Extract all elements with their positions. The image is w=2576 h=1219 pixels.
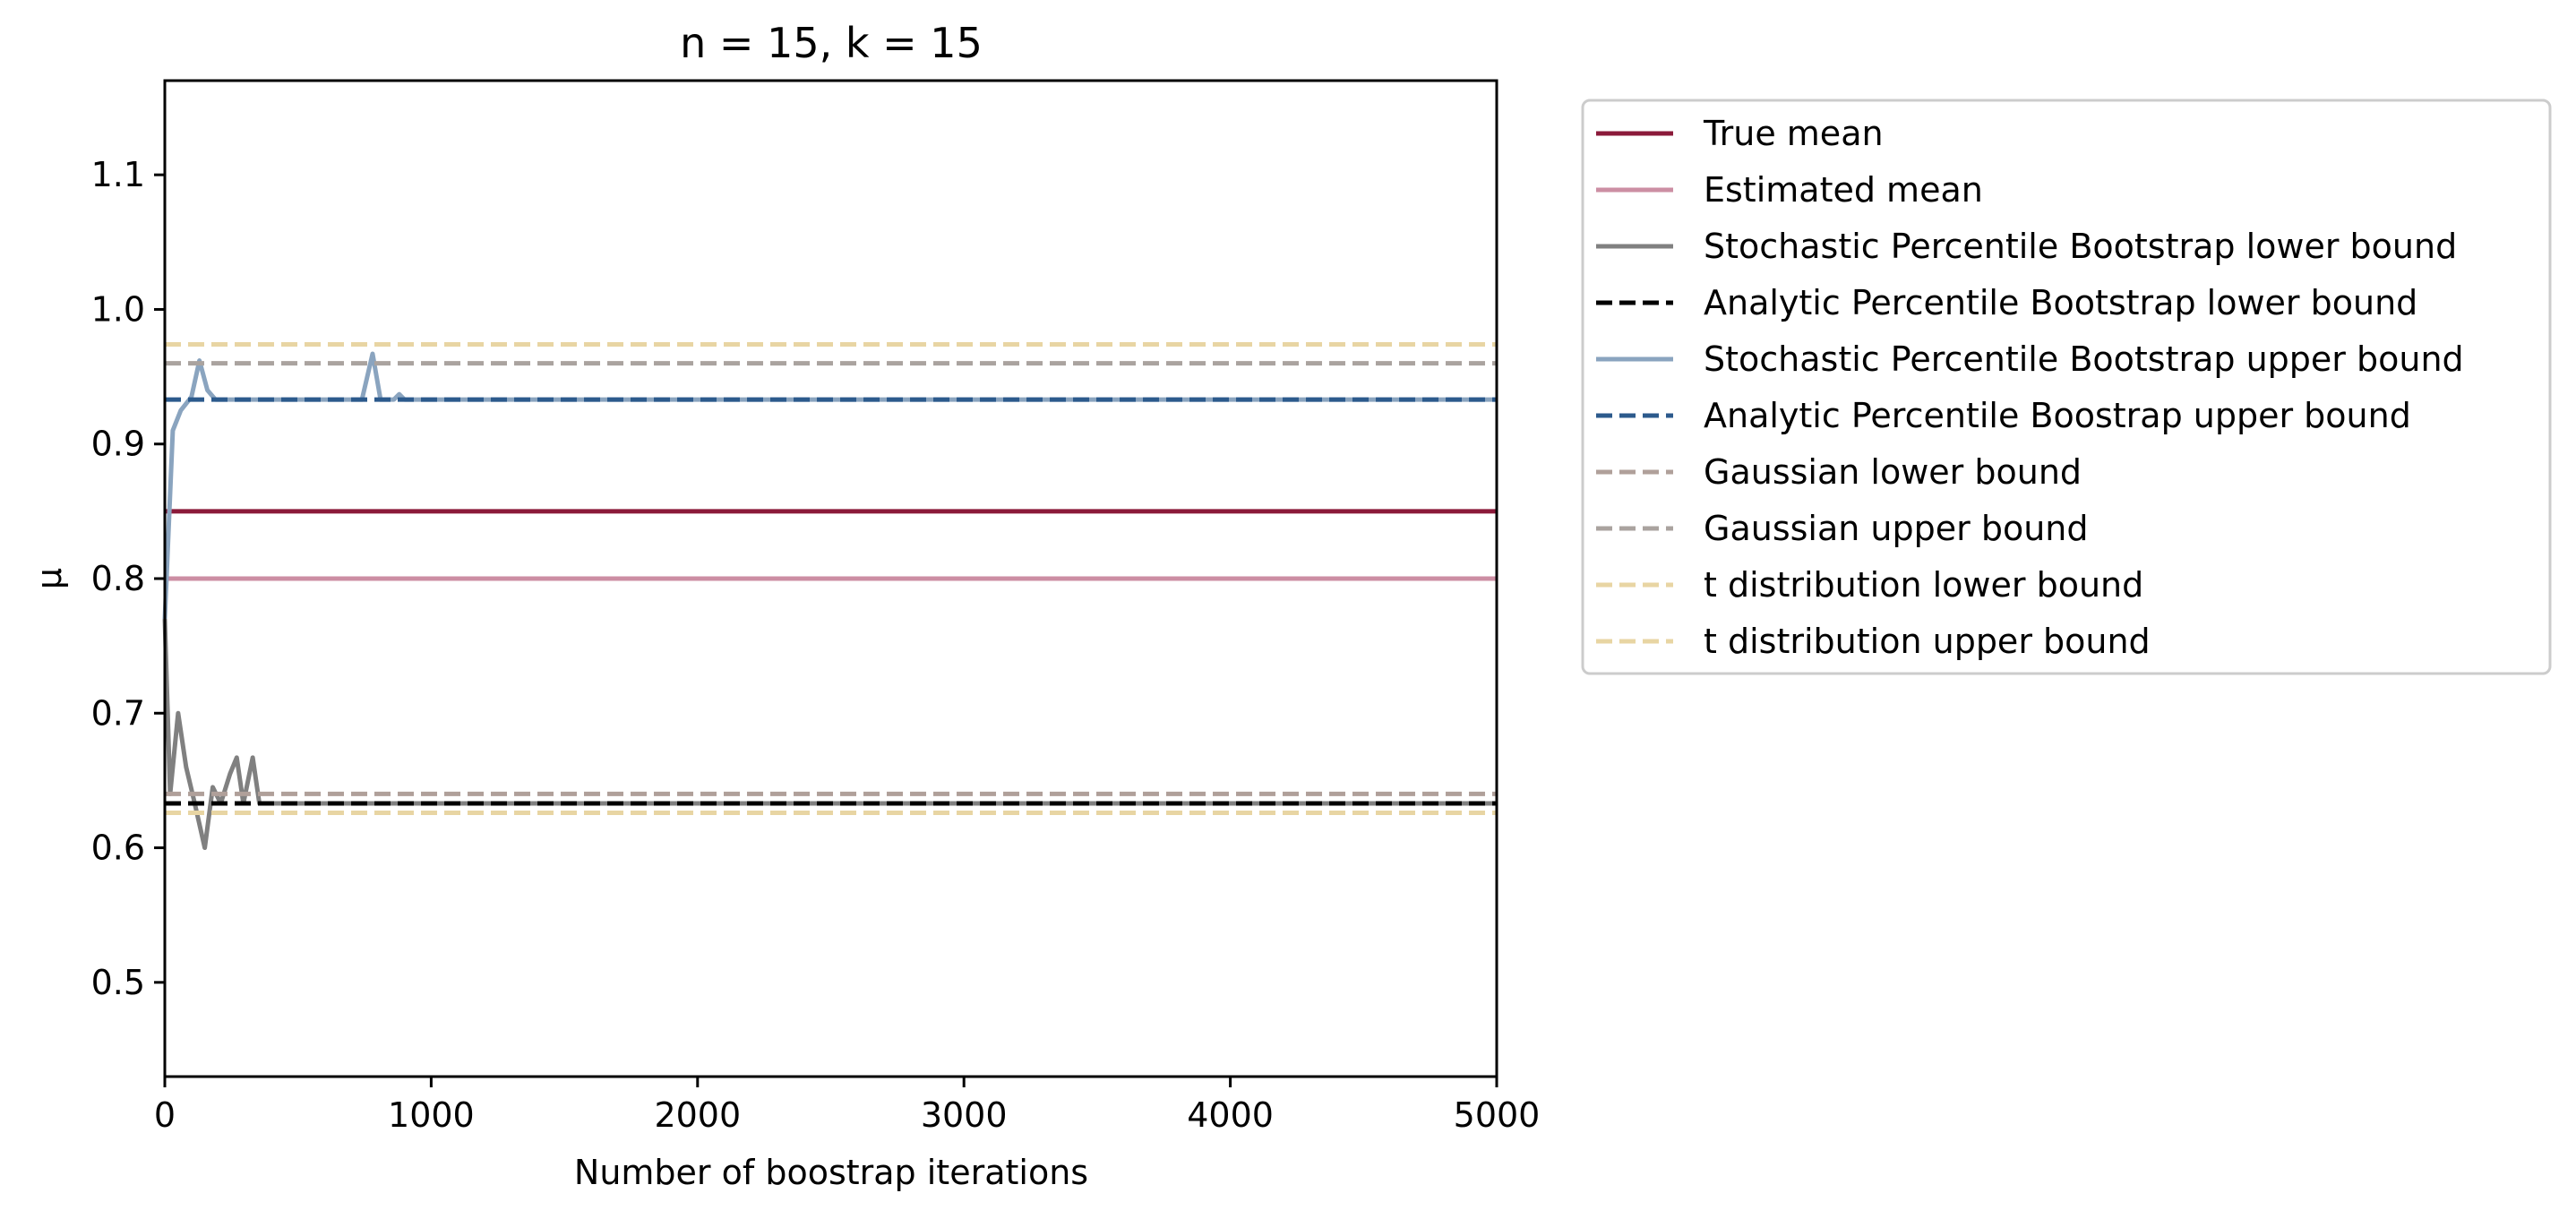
legend: True mean Estimated mean Stochastic Percen…: [1581, 99, 2552, 675]
y-tick-label: 0.9: [91, 425, 145, 464]
y-tick-label: 1.0: [91, 289, 145, 329]
legend-label-estimated-mean: Estimated mean: [1704, 170, 1983, 210]
legend-label-stochastic-percentile-bootstrap-upper-bound: Stochastic Percentile Bootstrap upper bo…: [1704, 339, 2464, 379]
legend-label-gaussian-lower-bound: Gaussian lower bound: [1704, 452, 2082, 492]
x-tick-label: 5000: [1454, 1095, 1541, 1135]
y-tick-label: 1.1: [91, 155, 145, 194]
y-axis-label: μ: [30, 568, 69, 589]
legend-box: [1581, 99, 2552, 675]
legend-label-true-mean: True mean: [1703, 114, 1884, 153]
x-tick-label: 2000: [654, 1095, 741, 1135]
y-tick-label: 0.6: [91, 828, 145, 868]
x-axis: 0 1000 2000 3000 4000 5000: [154, 1077, 1540, 1135]
x-axis-label: Number of boostrap iterations: [574, 1153, 1088, 1192]
x-tick-label: 4000: [1187, 1095, 1274, 1135]
legend-label-analytic-percentile-boostrap-upper-bound: Analytic Percentile Boostrap upper bound: [1704, 396, 2411, 435]
legend-label-t-distribution-lower-bound: t distribution lower bound: [1704, 565, 2143, 605]
y-tick-label: 0.5: [91, 963, 145, 1002]
y-tick-label: 0.8: [91, 559, 145, 598]
chart-title: n = 15, k = 15: [680, 19, 983, 67]
y-axis: 0.5 0.6 0.7 0.8 0.9 1.0 1.1: [91, 155, 165, 1002]
legend-label-analytic-percentile-bootstrap-lower-bound: Analytic Percentile Bootstrap lower boun…: [1704, 283, 2417, 322]
x-tick-label: 1000: [388, 1095, 475, 1135]
x-tick-label: 0: [154, 1095, 176, 1135]
legend-label-t-distribution-upper-bound: t distribution upper bound: [1704, 622, 2151, 661]
x-tick-label: 3000: [921, 1095, 1008, 1135]
legend-label-stochastic-percentile-bootstrap-lower-bound: Stochastic Percentile Bootstrap lower bo…: [1704, 227, 2457, 266]
y-tick-label: 0.7: [91, 693, 145, 733]
legend-label-gaussian-upper-bound: Gaussian upper bound: [1704, 509, 2089, 548]
plot-series: [162, 342, 1497, 851]
legend-entries: True mean Estimated mean Stochastic Percen…: [1596, 114, 2464, 661]
